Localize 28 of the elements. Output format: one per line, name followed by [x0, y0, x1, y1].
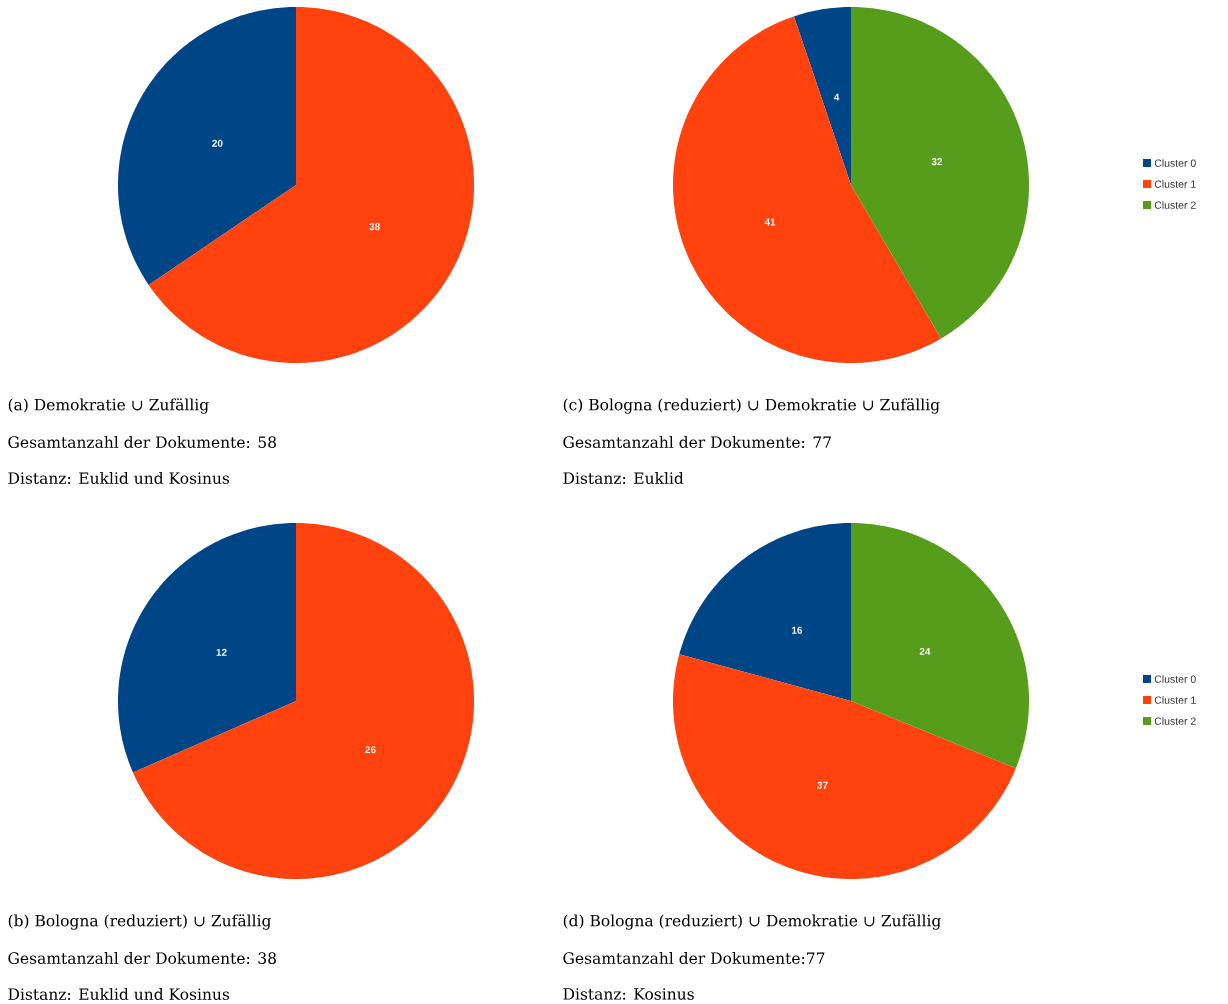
text: Distanz: Euklid: [563, 471, 684, 484]
data-label: 41: [764, 218, 776, 226]
text: Distanz: Euklid und Kosinus: [8, 988, 230, 1000]
legend-label: Cluster 1: [1154, 696, 1196, 704]
legend-label: Cluster 2: [1154, 717, 1196, 725]
text: Gesamtanzahl der Dokumente: 77: [563, 435, 831, 448]
data-label: 38: [369, 223, 380, 231]
text: (d) Bologna (reduziert) ∪ Demokratie ∪ Zufällig: [563, 914, 941, 930]
data-label: 26: [365, 746, 376, 754]
text: (c) Bologna (reduziert) ∪ Demokratie ∪ Zufällig: [563, 398, 940, 414]
legend-label: Cluster 2: [1154, 201, 1196, 209]
text: Gesamtanzahl der Dokumente: 58: [8, 435, 276, 448]
legend-label: Cluster 1: [1154, 180, 1196, 188]
data-label: 12: [216, 648, 227, 656]
data-label: 4: [833, 93, 840, 101]
text: (a) Demokratie ∪ Zufällig: [8, 398, 209, 414]
text: Distanz: Euklid und Kosinus: [8, 471, 230, 484]
data-label: 37: [817, 781, 828, 789]
text: Gesamtanzahl der Dokumente:77: [563, 952, 825, 964]
data-label: 24: [919, 647, 931, 655]
text: (b) Bologna (reduziert) ∪ Zufällig: [8, 914, 271, 930]
text: Distanz: Kosinus: [563, 988, 694, 1000]
legend-label: Cluster 0: [1154, 675, 1196, 683]
legend-label: Cluster 0: [1154, 159, 1196, 167]
text: Gesamtanzahl der Dokumente: 38: [8, 952, 276, 964]
data-label: 16: [792, 626, 803, 634]
data-label: 20: [212, 139, 223, 147]
data-label: 32: [931, 158, 943, 166]
